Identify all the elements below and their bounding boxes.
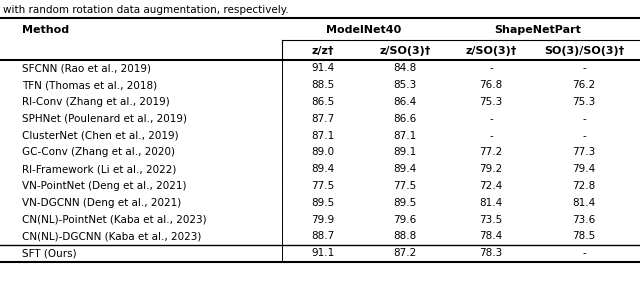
Text: Method: Method bbox=[22, 25, 70, 35]
Text: TFN (Thomas et al., 2018): TFN (Thomas et al., 2018) bbox=[22, 80, 157, 90]
Text: 79.9: 79.9 bbox=[312, 215, 335, 225]
Text: 89.0: 89.0 bbox=[312, 147, 335, 157]
Text: 75.3: 75.3 bbox=[572, 97, 596, 107]
Text: CN(NL)-PointNet (Kaba et al., 2023): CN(NL)-PointNet (Kaba et al., 2023) bbox=[22, 215, 207, 225]
Text: 78.4: 78.4 bbox=[479, 231, 503, 241]
Text: 89.4: 89.4 bbox=[312, 164, 335, 174]
Text: SFCNN (Rao et al., 2019): SFCNN (Rao et al., 2019) bbox=[22, 64, 152, 73]
Text: 89.5: 89.5 bbox=[393, 198, 417, 208]
Text: 79.6: 79.6 bbox=[393, 215, 417, 225]
Text: -: - bbox=[582, 114, 586, 124]
Text: z/SO(3)†: z/SO(3)† bbox=[379, 46, 431, 56]
Text: SFT (Ours): SFT (Ours) bbox=[22, 248, 77, 258]
Text: RI-Framework (Li et al., 2022): RI-Framework (Li et al., 2022) bbox=[22, 164, 177, 174]
Text: ShapeNetPart: ShapeNetPart bbox=[494, 25, 581, 35]
Text: GC-Conv (Zhang et al., 2020): GC-Conv (Zhang et al., 2020) bbox=[22, 147, 175, 157]
Text: 84.8: 84.8 bbox=[393, 64, 417, 73]
Text: z/z†: z/z† bbox=[312, 46, 335, 56]
Text: 79.4: 79.4 bbox=[572, 164, 596, 174]
Text: 87.2: 87.2 bbox=[393, 248, 417, 258]
Text: ClusterNet (Chen et al., 2019): ClusterNet (Chen et al., 2019) bbox=[22, 131, 179, 141]
Text: CN(NL)-DGCNN (Kaba et al., 2023): CN(NL)-DGCNN (Kaba et al., 2023) bbox=[22, 231, 202, 241]
Text: 91.1: 91.1 bbox=[312, 248, 335, 258]
Text: SO(3)/SO(3)†: SO(3)/SO(3)† bbox=[544, 46, 624, 56]
Text: 77.5: 77.5 bbox=[312, 181, 335, 191]
Text: 76.2: 76.2 bbox=[572, 80, 596, 90]
Text: 75.3: 75.3 bbox=[479, 97, 503, 107]
Text: 87.7: 87.7 bbox=[312, 114, 335, 124]
Text: -: - bbox=[582, 64, 586, 73]
Text: 73.5: 73.5 bbox=[479, 215, 503, 225]
Text: 86.6: 86.6 bbox=[393, 114, 417, 124]
Text: 89.4: 89.4 bbox=[393, 164, 417, 174]
Text: VN-DGCNN (Deng et al., 2021): VN-DGCNN (Deng et al., 2021) bbox=[22, 198, 182, 208]
Text: 88.8: 88.8 bbox=[393, 231, 417, 241]
Text: -: - bbox=[582, 131, 586, 141]
Text: 78.3: 78.3 bbox=[479, 248, 503, 258]
Text: z/SO(3)†: z/SO(3)† bbox=[465, 46, 517, 56]
Text: 85.3: 85.3 bbox=[393, 80, 417, 90]
Text: 77.3: 77.3 bbox=[572, 147, 596, 157]
Text: RI-Conv (Zhang et al., 2019): RI-Conv (Zhang et al., 2019) bbox=[22, 97, 170, 107]
Text: -: - bbox=[490, 114, 493, 124]
Text: 88.7: 88.7 bbox=[312, 231, 335, 241]
Text: 81.4: 81.4 bbox=[479, 198, 503, 208]
Text: 73.6: 73.6 bbox=[572, 215, 596, 225]
Text: 77.5: 77.5 bbox=[393, 181, 417, 191]
Text: -: - bbox=[490, 131, 493, 141]
Text: 89.1: 89.1 bbox=[393, 147, 417, 157]
Text: 86.5: 86.5 bbox=[312, 97, 335, 107]
Text: 72.4: 72.4 bbox=[479, 181, 503, 191]
Text: VN-PointNet (Deng et al., 2021): VN-PointNet (Deng et al., 2021) bbox=[22, 181, 187, 191]
Text: 87.1: 87.1 bbox=[393, 131, 417, 141]
Text: -: - bbox=[490, 64, 493, 73]
Text: SPHNet (Poulenard et al., 2019): SPHNet (Poulenard et al., 2019) bbox=[22, 114, 188, 124]
Text: 89.5: 89.5 bbox=[312, 198, 335, 208]
Text: -: - bbox=[582, 248, 586, 258]
Text: 77.2: 77.2 bbox=[479, 147, 503, 157]
Text: 76.8: 76.8 bbox=[479, 80, 503, 90]
Text: 91.4: 91.4 bbox=[312, 64, 335, 73]
Text: 87.1: 87.1 bbox=[312, 131, 335, 141]
Text: ModelNet40: ModelNet40 bbox=[326, 25, 402, 35]
Text: 88.5: 88.5 bbox=[312, 80, 335, 90]
Text: 81.4: 81.4 bbox=[572, 198, 596, 208]
Text: 78.5: 78.5 bbox=[572, 231, 596, 241]
Text: 79.2: 79.2 bbox=[479, 164, 503, 174]
Text: 86.4: 86.4 bbox=[393, 97, 417, 107]
Text: with random rotation data augmentation, respectively.: with random rotation data augmentation, … bbox=[3, 5, 289, 15]
Text: 72.8: 72.8 bbox=[572, 181, 596, 191]
